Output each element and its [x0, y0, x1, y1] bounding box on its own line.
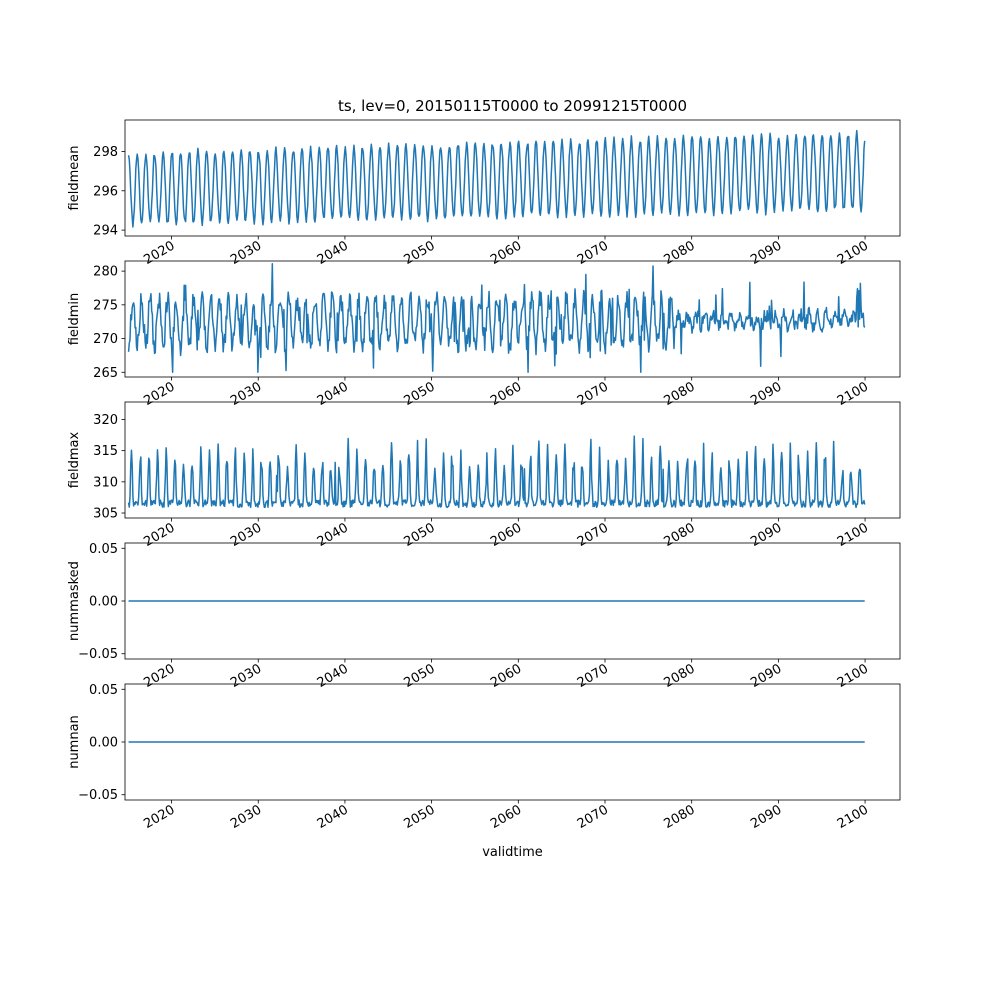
- y-tick-label: −0.05: [78, 647, 118, 662]
- x-tick-label: 2080: [662, 379, 698, 409]
- x-tick-label: 2030: [228, 802, 264, 832]
- x-tick-label: 2040: [315, 520, 351, 550]
- x-tick-label: 2090: [748, 661, 784, 691]
- x-tick-label: 2030: [228, 238, 264, 268]
- y-axis-label: numnan: [67, 715, 82, 769]
- y-tick-label: 296: [93, 184, 118, 199]
- x-tick-label: 2100: [835, 802, 871, 832]
- x-tick-label: 2090: [748, 520, 784, 550]
- y-tick-label: 0.00: [89, 595, 118, 610]
- x-tick-label: 2100: [835, 661, 871, 691]
- y-tick-label: 305: [93, 507, 118, 522]
- panel-numnan: −0.05 0.00 0.05 2020 2030 2040 2050 2060 2070 208…: [67, 683, 901, 832]
- y-axis-label: nummasked: [67, 561, 82, 641]
- x-tick-label: 2100: [835, 379, 871, 409]
- x-tick-label: 2020: [141, 802, 177, 832]
- x-tick-label: 2080: [662, 238, 698, 268]
- x-tick-label: 2080: [662, 520, 698, 550]
- panels-group: 294 296 298 2020 2030 2040 2050 2060 2070 2080 209…: [67, 119, 901, 832]
- x-tick-label: 2030: [228, 520, 264, 550]
- y-axis-label: fieldmin: [67, 293, 82, 346]
- y-tick-label: 310: [93, 475, 118, 490]
- x-tick-label: 2020: [141, 520, 177, 550]
- y-axis-label: fieldmax: [67, 432, 82, 489]
- x-tick-label: 2100: [835, 238, 871, 268]
- x-tick-label: 2050: [401, 802, 437, 832]
- y-axis-label: fieldmean: [67, 146, 82, 211]
- axes-frame: [124, 119, 901, 237]
- x-tick-label: 2020: [141, 379, 177, 409]
- x-tick-label: 2060: [488, 661, 524, 691]
- panel-fieldmin: 265 270 275 280 2020 2030 2040 2050 2060 2070 2080…: [67, 260, 901, 409]
- y-tick-label: 298: [93, 145, 118, 160]
- y-tick-label: 0.05: [89, 683, 118, 698]
- series-line-fieldmin: [127, 262, 866, 374]
- axes-frame: [124, 401, 901, 519]
- x-tick-label: 2070: [575, 661, 611, 691]
- x-tick-label: 2060: [488, 802, 524, 832]
- panel-fieldmax: 305 310 315 320 2020 2030 2040 2050 2060 2070 2080…: [67, 401, 901, 550]
- x-tick-label: 2020: [141, 661, 177, 691]
- y-tick-label: −0.05: [78, 788, 118, 803]
- x-tick-label: 2090: [748, 238, 784, 268]
- x-tick-label: 2070: [575, 802, 611, 832]
- x-tick-label: 2090: [748, 379, 784, 409]
- y-tick-label: 0.00: [89, 736, 118, 751]
- y-tick-label: 315: [93, 444, 118, 459]
- x-tick-label: 2060: [488, 520, 524, 550]
- x-tick-label: 2050: [401, 520, 437, 550]
- y-tick-label: 275: [93, 298, 118, 313]
- x-tick-label: 2100: [835, 520, 871, 550]
- x-tick-label: 2050: [401, 238, 437, 268]
- y-tick-label: 0.05: [89, 542, 118, 557]
- x-tick-label: 2080: [662, 802, 698, 832]
- series-line-fieldmean: [127, 129, 866, 228]
- chart-title: ts, lev=0, 20150115T0000 to 20991215T000…: [338, 97, 687, 115]
- x-tick-label: 2090: [748, 802, 784, 832]
- y-tick-label: 270: [93, 332, 118, 347]
- x-tick-label: 2020: [141, 238, 177, 268]
- y-tick-label: 320: [93, 413, 118, 428]
- x-tick-label: 2030: [228, 379, 264, 409]
- x-tick-label: 2070: [575, 520, 611, 550]
- panel-fieldmean: 294 296 298 2020 2030 2040 2050 2060 2070 2080 209…: [67, 119, 901, 268]
- y-tick-label: 294: [93, 224, 118, 239]
- x-tick-label: 2050: [401, 379, 437, 409]
- y-tick-label: 280: [93, 265, 118, 280]
- x-tick-label: 2070: [575, 379, 611, 409]
- axes-frame: [124, 260, 901, 378]
- x-tick-label: 2080: [662, 661, 698, 691]
- x-tick-label: 2060: [488, 238, 524, 268]
- x-tick-label: 2060: [488, 379, 524, 409]
- panel-nummasked: −0.05 0.00 0.05 2020 2030 2040 2050 2060 2070 208…: [67, 542, 901, 691]
- x-tick-label: 2030: [228, 661, 264, 691]
- x-tick-label: 2040: [315, 238, 351, 268]
- series-line-fieldmax: [127, 435, 866, 509]
- x-axis-label: validtime: [482, 845, 543, 860]
- x-tick-label: 2040: [315, 802, 351, 832]
- y-tick-label: 265: [93, 366, 118, 381]
- x-tick-label: 2070: [575, 238, 611, 268]
- x-tick-label: 2040: [315, 379, 351, 409]
- x-tick-label: 2050: [401, 661, 437, 691]
- x-tick-label: 2040: [315, 661, 351, 691]
